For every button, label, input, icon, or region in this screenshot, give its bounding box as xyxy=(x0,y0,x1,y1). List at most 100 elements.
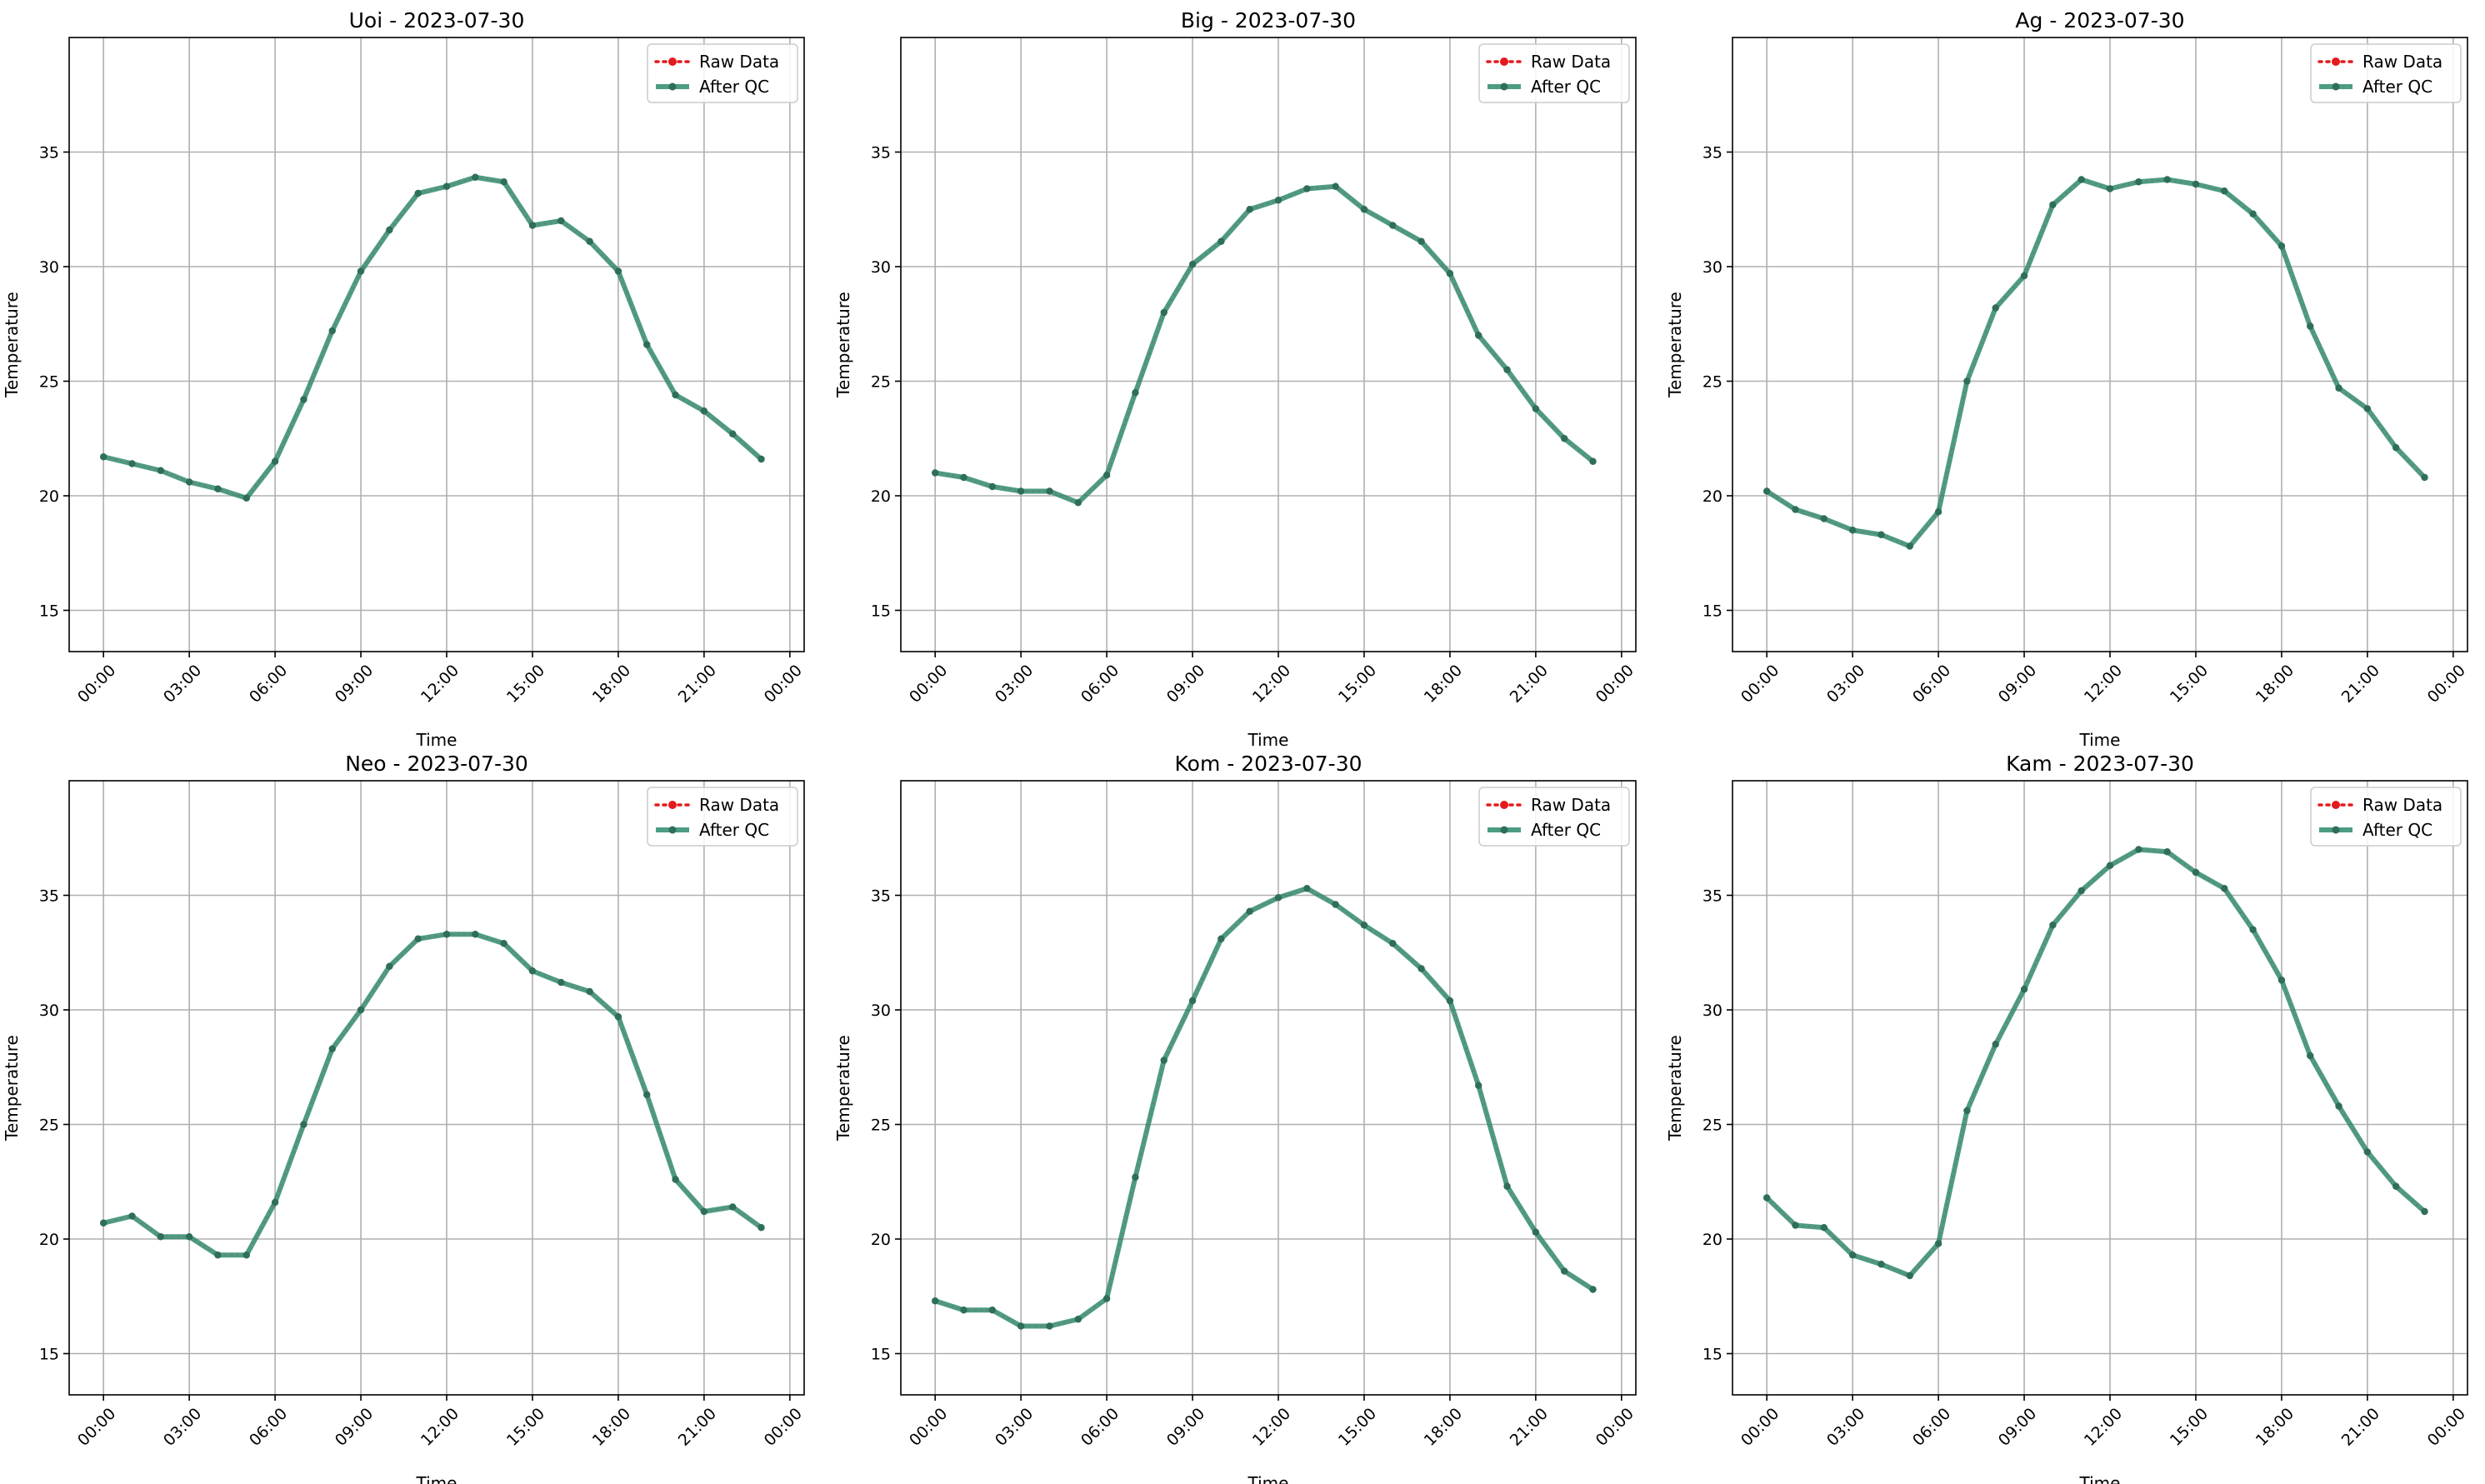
y-tick-label: 20 xyxy=(871,1231,891,1249)
x-tick-label: 03:00 xyxy=(160,1405,205,1450)
legend-label-raw-data: Raw Data xyxy=(699,52,779,72)
data-point xyxy=(988,1307,997,1314)
y-tick-label: 30 xyxy=(39,258,59,277)
data-point xyxy=(2221,885,2228,892)
data-point xyxy=(442,931,451,938)
data-point xyxy=(1762,487,1771,495)
data-point xyxy=(1046,487,1053,495)
x-tick-label: 09:00 xyxy=(1995,1405,2040,1450)
data-point xyxy=(1848,527,1857,534)
data-point xyxy=(1218,935,1225,942)
data-point xyxy=(157,467,165,474)
subplot-2: 00:00 03:00 06:00 09:00 12:00 15:00 18:00 21:00… xyxy=(833,8,1638,750)
data-point xyxy=(700,1207,708,1216)
data-point xyxy=(1332,182,1339,190)
y-tick-label: 15 xyxy=(1702,1346,1722,1364)
x-tick-label: 15:00 xyxy=(1335,1405,1380,1450)
x-tick-label: 18:00 xyxy=(589,662,634,707)
data-point xyxy=(1332,901,1339,908)
data-point xyxy=(1303,885,1311,892)
data-point xyxy=(328,1045,336,1052)
data-point xyxy=(2020,986,2028,993)
data-point xyxy=(1218,237,1225,245)
data-point xyxy=(643,1091,651,1098)
subplot-title: Kam - 2023-07-30 xyxy=(2006,752,2194,776)
data-point xyxy=(1446,270,1454,277)
data-point xyxy=(357,267,365,275)
x-tick-label: 12:00 xyxy=(1249,662,1294,707)
data-point xyxy=(2020,272,2028,280)
data-point xyxy=(1132,1173,1139,1181)
data-point xyxy=(1132,389,1139,397)
x-axis-label: Time xyxy=(416,730,458,750)
data-point xyxy=(442,182,451,190)
x-axis-label: Time xyxy=(1248,1473,1289,1484)
data-point xyxy=(1303,185,1311,192)
y-axis-label: Temperature xyxy=(2,292,22,398)
data-point xyxy=(672,391,679,399)
y-tick-label: 20 xyxy=(39,487,59,506)
x-tick-label: 00:00 xyxy=(1592,662,1638,707)
data-point xyxy=(157,1233,165,1241)
subplot-6: 00:00 03:00 06:00 09:00 12:00 15:00 18:00 21:00… xyxy=(1665,752,2469,1484)
subplot-4: 00:00 03:00 06:00 09:00 12:00 15:00 18:00 21:00… xyxy=(2,752,806,1484)
y-axis-label: Temperature xyxy=(2,1035,22,1142)
data-point xyxy=(2049,201,2057,208)
data-point xyxy=(185,1233,193,1241)
series-line-raw-data xyxy=(935,185,1594,504)
x-axis-label: Time xyxy=(2079,730,2121,750)
y-tick-label: 20 xyxy=(1702,487,1722,506)
x-tick-label: 00:00 xyxy=(74,662,119,707)
data-point xyxy=(2278,977,2286,984)
legend-label-after-qc: After QC xyxy=(1531,77,1601,97)
data-point xyxy=(357,1006,365,1014)
y-tick-label: 20 xyxy=(871,487,891,506)
legend: Raw Data After QC xyxy=(2310,43,2462,103)
y-tick-label: 25 xyxy=(1702,1117,1722,1135)
data-point xyxy=(386,962,393,970)
data-point xyxy=(300,396,308,403)
y-tick-label: 35 xyxy=(39,144,59,162)
y-tick-label: 35 xyxy=(1702,887,1722,906)
data-point xyxy=(2307,1052,2314,1060)
x-tick-label: 03:00 xyxy=(160,662,205,707)
data-point xyxy=(2249,210,2257,217)
data-point xyxy=(1589,1286,1597,1293)
x-tick-label: 00:00 xyxy=(74,1405,119,1450)
data-point xyxy=(500,178,508,186)
series-line-raw-data xyxy=(1766,848,2426,1277)
data-point xyxy=(1820,1224,1828,1232)
legend: Raw Data After QC xyxy=(2310,787,2462,847)
x-tick-label: 21:00 xyxy=(2338,1405,2383,1450)
data-point xyxy=(2192,868,2200,877)
x-tick-label: 00:00 xyxy=(1738,662,1782,707)
data-point xyxy=(1963,377,1971,385)
axes-frame xyxy=(900,780,1637,1396)
data-point xyxy=(1934,508,1942,516)
data-point xyxy=(128,1212,136,1220)
x-tick-label: 18:00 xyxy=(1421,1405,1466,1450)
y-tick-label: 25 xyxy=(1702,373,1722,392)
data-point xyxy=(528,222,537,229)
data-point xyxy=(1906,1272,1913,1280)
data-point xyxy=(128,460,136,467)
legend-marker-after-qc xyxy=(2332,82,2340,91)
data-point xyxy=(1503,366,1511,373)
y-tick-label: 30 xyxy=(39,1002,59,1020)
data-point xyxy=(1046,1322,1053,1330)
x-tick-label: 03:00 xyxy=(992,1405,1037,1450)
data-point xyxy=(1274,197,1282,204)
y-tick-label: 30 xyxy=(871,1002,891,1020)
data-point xyxy=(99,453,108,461)
data-point xyxy=(2221,187,2228,195)
data-point xyxy=(1792,506,1799,513)
x-tick-label: 15:00 xyxy=(1335,662,1380,707)
x-tick-label: 21:00 xyxy=(2338,662,2383,707)
subplot-title: Big - 2023-07-30 xyxy=(1181,8,1356,32)
data-point xyxy=(1246,907,1253,915)
subplot-title: Kom - 2023-07-30 xyxy=(1175,752,1362,776)
x-tick-label: 06:00 xyxy=(1078,662,1122,707)
data-point xyxy=(1561,435,1568,442)
data-point xyxy=(214,1252,222,1259)
